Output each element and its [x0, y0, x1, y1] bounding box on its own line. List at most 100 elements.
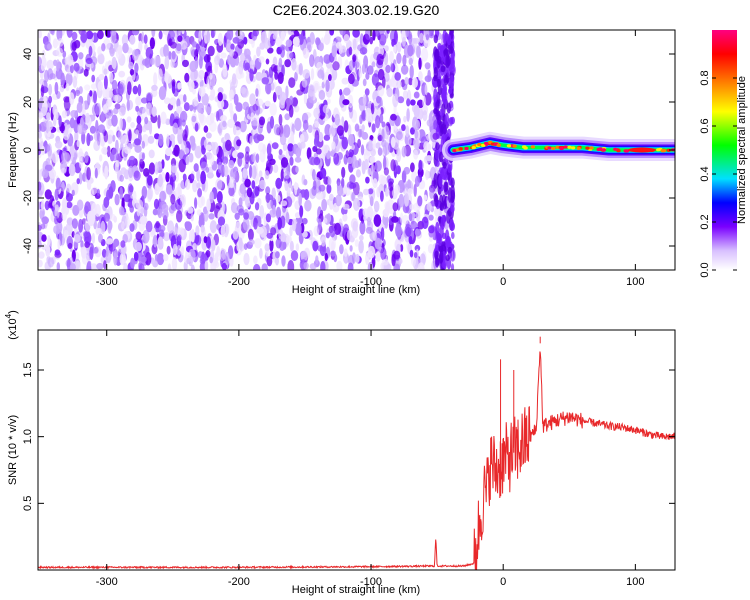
noise-edge-blob [442, 200, 447, 210]
noise-blob [168, 51, 172, 60]
noise-blob [147, 135, 155, 144]
noise-blob [366, 216, 371, 226]
noise-blob [191, 142, 196, 151]
noise-blob [242, 217, 250, 231]
noise-blob [295, 216, 304, 224]
noise-blob [170, 193, 176, 205]
signal-hotspot [616, 149, 621, 153]
snr-multiplier-open: (x10 [7, 318, 19, 339]
noise-blob [167, 30, 175, 41]
noise-blob [246, 199, 251, 207]
noise-blob [241, 192, 246, 202]
noise-blob [343, 120, 349, 133]
noise-blob [333, 222, 342, 235]
noise-blob [289, 95, 294, 105]
noise-blob [164, 73, 172, 84]
noise-blob [352, 54, 357, 62]
noise-blob [275, 251, 280, 259]
noise-blob [135, 241, 142, 252]
noise-edge-blob [449, 218, 455, 232]
noise-edge-blob [450, 204, 455, 213]
noise-blob [298, 62, 303, 76]
noise-blob [141, 140, 145, 149]
noise-blob [200, 170, 207, 185]
noise-blob [112, 79, 118, 91]
noise-blob [132, 85, 138, 95]
noise-blob [153, 72, 158, 86]
signal-hotspot [551, 146, 556, 150]
snr-multiplier-close: ) [7, 310, 19, 314]
noise-blob [391, 216, 399, 223]
noise-edge-blob [433, 108, 438, 115]
noise-blob [103, 130, 109, 143]
noise-blob [178, 116, 183, 130]
noise-blob [258, 170, 263, 178]
noise-blob [203, 208, 209, 222]
noise-blob [275, 85, 283, 96]
noise-blob [85, 57, 93, 65]
noise-blob [86, 30, 94, 40]
noise-blob [171, 50, 176, 60]
noise-blob [285, 196, 293, 208]
noise-blob [383, 167, 389, 176]
noise-blob [113, 252, 118, 266]
noise-blob [362, 94, 367, 106]
noise-blob [162, 254, 169, 262]
noise-blob [411, 255, 417, 267]
noise-blob [119, 186, 124, 200]
noise-blob [328, 74, 332, 81]
noise-blob [355, 169, 361, 178]
spectrogram-x-label: Height of straight line (km) [292, 284, 420, 296]
noise-blob [280, 200, 288, 207]
noise-blob [368, 139, 373, 151]
noise-blob [247, 228, 254, 241]
noise-blob [351, 192, 356, 202]
noise-blob [270, 64, 277, 72]
noise-blob [113, 215, 117, 223]
signal-hotspot [661, 149, 667, 153]
signal-hotspot [481, 143, 486, 147]
noise-blob [295, 222, 302, 236]
noise-blob [307, 84, 315, 97]
noise-edge-blob [439, 108, 444, 118]
noise-blob [393, 263, 400, 270]
noise-blob [373, 214, 382, 227]
noise-blob [96, 262, 104, 270]
noise-blob [423, 36, 431, 48]
noise-blob [266, 232, 273, 239]
noise-blob [451, 231, 455, 240]
noise-blob [220, 115, 227, 122]
noise-blob [408, 213, 413, 222]
noise-blob [214, 60, 219, 74]
noise-blob [229, 176, 235, 189]
noise-blob [158, 30, 163, 40]
noise-blob [408, 77, 413, 86]
noise-blob [398, 258, 403, 265]
noise-blob [170, 165, 178, 173]
noise-blob [46, 112, 51, 121]
noise-blob [253, 255, 258, 265]
noise-blob [249, 164, 253, 179]
noise-blob [379, 33, 387, 46]
noise-blob [331, 45, 337, 58]
noise-edge-blob [433, 34, 438, 44]
noise-blob [427, 243, 434, 254]
signal-hotspot [598, 147, 603, 151]
noise-blob [434, 206, 440, 217]
noise-blob [224, 251, 230, 266]
noise-blob [329, 30, 335, 36]
noise-blob [302, 119, 309, 131]
noise-blob [84, 201, 91, 215]
noise-blob [450, 263, 455, 270]
noise-blob [314, 82, 319, 91]
noise-blob [346, 181, 355, 190]
noise-blob [425, 169, 429, 181]
noise-blob [89, 246, 94, 260]
noise-blob [197, 188, 203, 198]
noise-blob [154, 161, 159, 175]
noise-blob [205, 166, 210, 173]
noise-blob [129, 204, 134, 213]
noise-blob [45, 244, 51, 257]
noise-blob [153, 198, 160, 210]
noise-blob [402, 90, 408, 100]
